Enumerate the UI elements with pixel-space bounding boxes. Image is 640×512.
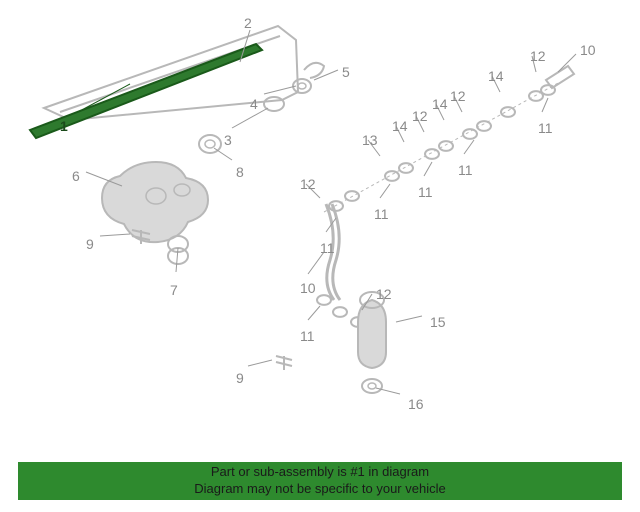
callout-label-4: 4 [250, 96, 258, 112]
callout-label-10: 10 [580, 42, 596, 58]
callout-label-8: 8 [236, 164, 244, 180]
callout-label-11: 11 [320, 240, 335, 256]
callout-label-12: 12 [450, 88, 466, 104]
callout-label-14: 14 [392, 118, 408, 134]
callout-label-13: 13 [362, 132, 378, 148]
callout-label-11: 11 [300, 328, 315, 344]
callout-label-3: 3 [224, 132, 232, 148]
callout-label-2: 2 [244, 15, 252, 31]
callout-label-6: 6 [72, 168, 80, 184]
callout-label-11: 11 [374, 206, 389, 222]
diagram-note-banner: Part or sub-assembly is #1 in diagram Di… [18, 462, 622, 500]
callout-label-12: 12 [376, 286, 392, 302]
banner-line-2: Diagram may not be specific to your vehi… [194, 481, 445, 498]
callout-label-14: 14 [432, 96, 448, 112]
callout-label-12: 12 [530, 48, 546, 64]
callout-label-9: 9 [236, 370, 244, 386]
callout-label-7: 7 [170, 282, 178, 298]
callout-label-15: 15 [430, 314, 446, 330]
parts-diagram: 1234567899101011111111111112121212121314… [0, 0, 640, 465]
callout-label-11: 11 [418, 184, 433, 200]
callout-label-9: 9 [86, 236, 94, 252]
callout-label-11: 11 [538, 120, 553, 136]
callout-label-12: 12 [300, 176, 316, 192]
callout-label-11: 11 [458, 162, 473, 178]
callout-label-10: 10 [300, 280, 316, 296]
callout-label-12: 12 [412, 108, 428, 124]
banner-line-1: Part or sub-assembly is #1 in diagram [211, 464, 429, 481]
callout-label-14: 14 [488, 68, 504, 84]
diagram-svg [0, 0, 640, 465]
callout-label-5: 5 [342, 64, 350, 80]
callout-label-16: 16 [408, 396, 424, 412]
callout-label-1: 1 [60, 118, 68, 134]
